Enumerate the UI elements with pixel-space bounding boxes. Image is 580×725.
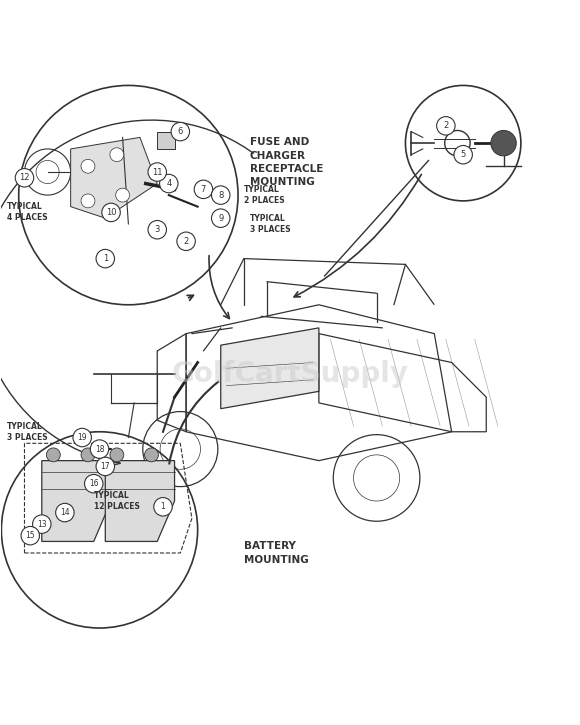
- Text: 1: 1: [103, 254, 108, 263]
- Text: 2: 2: [183, 237, 188, 246]
- Text: TYPICAL
3 PLACES: TYPICAL 3 PLACES: [7, 422, 48, 442]
- Text: TYPICAL
12 PLACES: TYPICAL 12 PLACES: [94, 491, 140, 511]
- Circle shape: [154, 497, 172, 516]
- Polygon shape: [71, 137, 157, 218]
- Circle shape: [102, 203, 120, 222]
- Text: 11: 11: [152, 167, 162, 176]
- Circle shape: [194, 180, 213, 199]
- Circle shape: [56, 503, 74, 522]
- Text: 9: 9: [218, 214, 223, 223]
- Circle shape: [148, 220, 166, 239]
- Circle shape: [81, 160, 95, 173]
- Circle shape: [115, 188, 129, 202]
- Text: 18: 18: [95, 444, 104, 454]
- Circle shape: [21, 526, 39, 545]
- Circle shape: [212, 209, 230, 228]
- Circle shape: [96, 457, 114, 476]
- Polygon shape: [157, 132, 175, 149]
- Circle shape: [90, 440, 109, 458]
- Circle shape: [144, 448, 158, 462]
- Polygon shape: [221, 328, 319, 409]
- Circle shape: [148, 163, 166, 181]
- Circle shape: [212, 186, 230, 204]
- Circle shape: [177, 232, 195, 251]
- Circle shape: [46, 448, 60, 462]
- Circle shape: [73, 428, 92, 447]
- Text: 5: 5: [461, 150, 466, 160]
- Text: 19: 19: [77, 433, 87, 442]
- Circle shape: [110, 148, 124, 162]
- Polygon shape: [42, 460, 111, 542]
- Polygon shape: [106, 460, 175, 542]
- Text: 8: 8: [218, 191, 223, 199]
- Text: TYPICAL
4 PLACES: TYPICAL 4 PLACES: [7, 202, 48, 223]
- Text: 15: 15: [26, 531, 35, 540]
- Text: 4: 4: [166, 179, 172, 188]
- Circle shape: [81, 194, 95, 208]
- Circle shape: [160, 174, 178, 193]
- Text: 1: 1: [161, 502, 165, 511]
- Text: 16: 16: [89, 479, 99, 488]
- Text: BATTERY
MOUNTING: BATTERY MOUNTING: [244, 542, 309, 565]
- Circle shape: [85, 474, 103, 493]
- Circle shape: [15, 168, 34, 187]
- Text: TYPICAL
2 PLACES: TYPICAL 2 PLACES: [244, 185, 284, 205]
- Text: 6: 6: [177, 127, 183, 136]
- Text: 12: 12: [19, 173, 30, 182]
- Text: 3: 3: [154, 225, 160, 234]
- Circle shape: [171, 123, 190, 141]
- Circle shape: [110, 448, 124, 462]
- Text: 14: 14: [60, 508, 70, 517]
- Circle shape: [96, 249, 114, 268]
- Text: TYPICAL
3 PLACES: TYPICAL 3 PLACES: [249, 214, 290, 234]
- Text: 10: 10: [106, 208, 117, 217]
- Circle shape: [437, 117, 455, 135]
- Text: GolfCartSupply: GolfCartSupply: [172, 360, 408, 388]
- Circle shape: [491, 130, 516, 156]
- Text: 7: 7: [201, 185, 206, 194]
- Text: 2: 2: [443, 121, 448, 130]
- Text: 13: 13: [37, 520, 46, 529]
- Circle shape: [454, 146, 472, 164]
- Circle shape: [32, 515, 51, 534]
- Text: FUSE AND
CHARGER
RECEPTACLE
MOUNTING: FUSE AND CHARGER RECEPTACLE MOUNTING: [249, 137, 323, 187]
- Circle shape: [81, 448, 95, 462]
- Text: 17: 17: [100, 462, 110, 471]
